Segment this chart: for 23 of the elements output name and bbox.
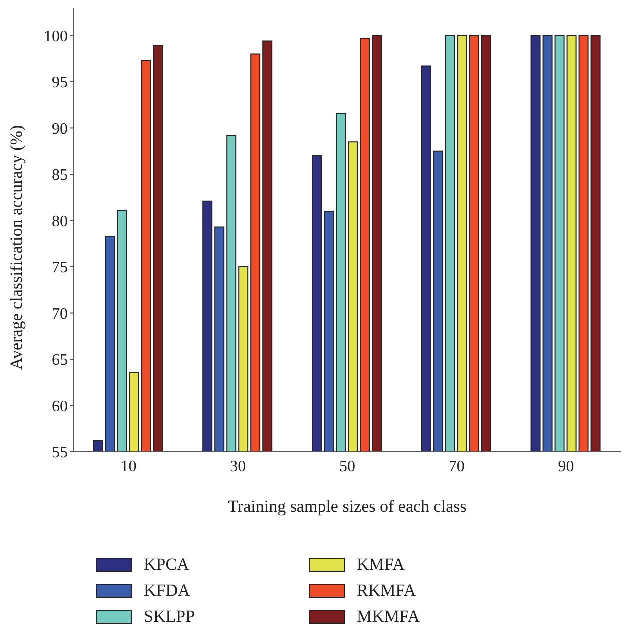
y-tick-label: 75 [52, 260, 68, 277]
legend-label: KMFA [357, 555, 405, 575]
y-tick-label: 90 [52, 120, 68, 138]
y-tick-label: 95 [52, 74, 68, 92]
x-tick-label: 10 [120, 458, 137, 476]
y-tick-label: 80 [52, 213, 68, 230]
x-axis-title: Training sample sizes of each class [228, 497, 467, 516]
legend-label: MKMFA [357, 607, 420, 627]
legend-label: KPCA [144, 555, 190, 575]
y-tick-label: 100 [44, 28, 68, 46]
legend-label: SKLPP [144, 607, 196, 627]
y-axis-title: Average classification accuracy (%) [7, 125, 26, 370]
x-tick-label: 70 [448, 458, 465, 476]
legend-label: KFDA [144, 581, 190, 601]
y-tick-label: 85 [52, 167, 68, 184]
y-tick-label: 55 [52, 444, 68, 462]
y-tick-label: 65 [52, 352, 68, 370]
x-tick-label: 30 [230, 458, 246, 476]
x-tick-label: 90 [558, 458, 574, 476]
y-tick-label: 70 [52, 306, 68, 323]
legend-label: RKMFA [357, 581, 416, 601]
x-tick-label: 50 [340, 458, 356, 476]
y-tick-label: 60 [52, 398, 68, 416]
